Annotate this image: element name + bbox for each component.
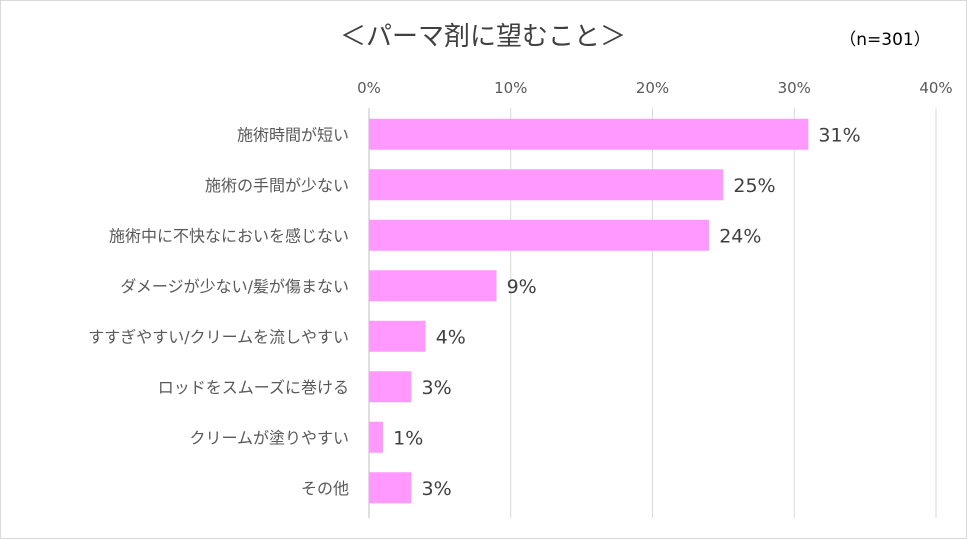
data-labels: 31% 25% 24% 9% 4% 3% 1% 3% [393, 124, 860, 500]
bar [369, 421, 384, 453]
data-label: 3% [422, 478, 452, 500]
category-label: ダメージが少ない/髪が傷まない [120, 277, 349, 296]
bar [369, 219, 710, 251]
data-label: 3% [422, 377, 452, 399]
category-label: その他 [301, 479, 349, 498]
bar [369, 320, 426, 352]
chart-title: ＜パーマ剤に望むこと＞ [340, 22, 626, 52]
sample-size-label: （n=301） [839, 30, 930, 50]
x-axis-ticks: 0% 10% 20% 30% 40% [357, 79, 953, 97]
category-label: 施術の手間が少ない [205, 176, 349, 195]
bar [369, 270, 497, 302]
category-label: クリームが塗りやすい [189, 428, 349, 447]
x-tick-label: 30% [778, 79, 811, 97]
bars [369, 118, 809, 504]
data-label: 9% [507, 276, 537, 298]
category-label: すすぎやすい/クリームを流しやすい [88, 327, 349, 346]
bar [369, 118, 809, 150]
data-label: 31% [818, 124, 860, 146]
category-label: ロッドをスムーズに巻ける [158, 378, 349, 397]
x-tick-label: 0% [357, 79, 381, 97]
data-label: 24% [719, 225, 761, 247]
category-labels: 施術時間が短い施術の手間が少ない施術中に不快なにおいを感じないダメージが少ない/… [88, 125, 349, 498]
x-tick-label: 10% [494, 79, 527, 97]
data-label: 4% [436, 326, 466, 348]
x-tick-label: 20% [636, 79, 669, 97]
x-tick-label: 40% [919, 79, 952, 97]
bar [369, 472, 412, 504]
category-label: 施術中に不快なにおいを感じない [109, 226, 349, 245]
data-label: 25% [733, 175, 775, 197]
bar [369, 169, 724, 201]
bar [369, 371, 412, 403]
data-label: 1% [393, 427, 423, 449]
category-label: 施術時間が短い [237, 125, 349, 144]
